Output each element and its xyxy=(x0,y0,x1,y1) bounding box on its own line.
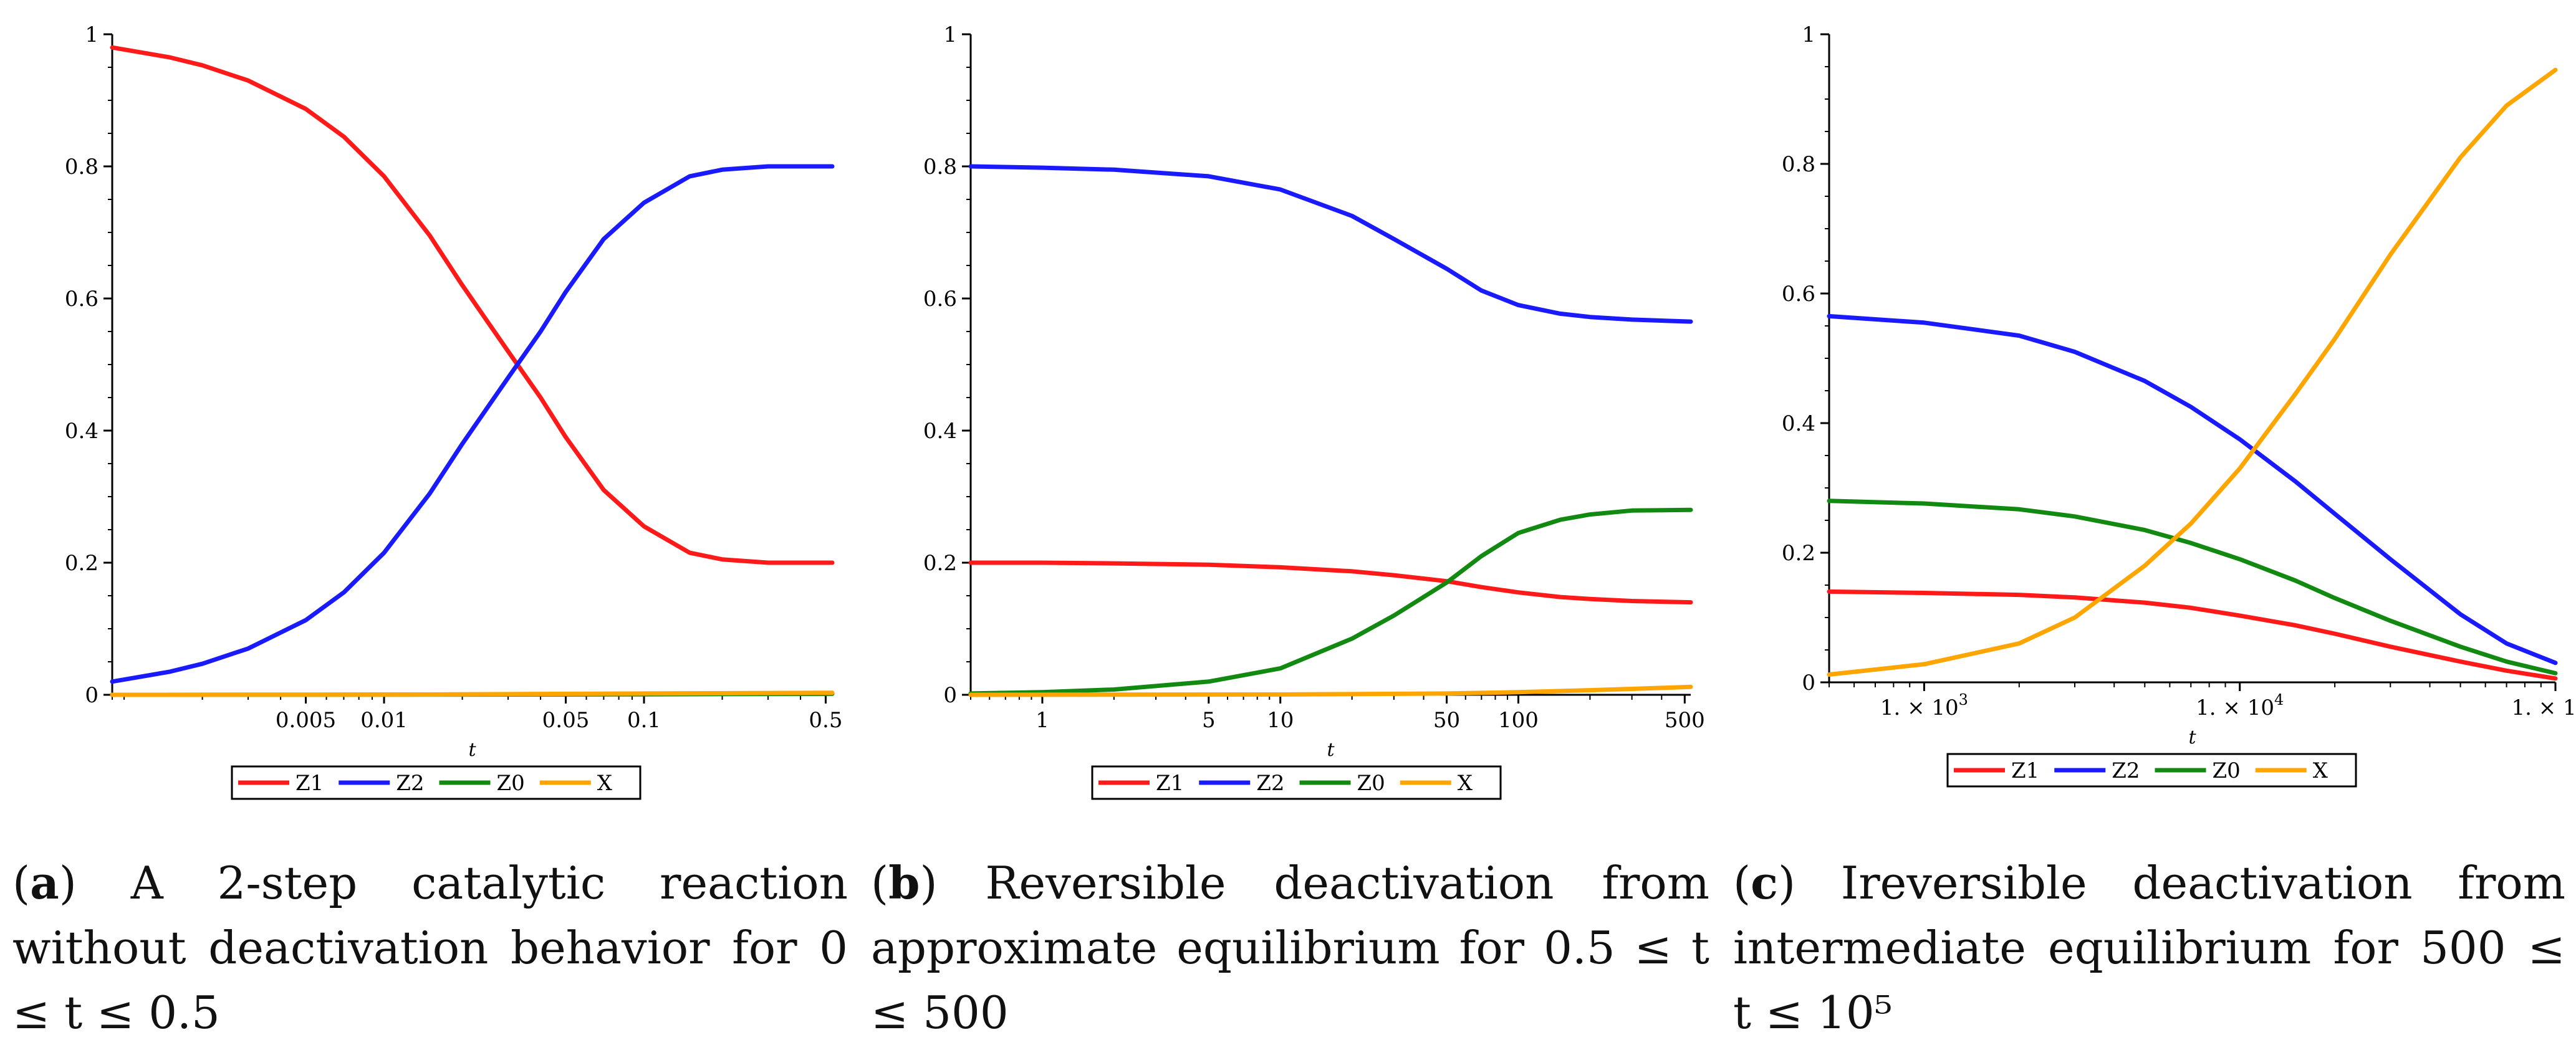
x-tick-exponent: 3 xyxy=(1959,691,1968,709)
x-tick-label: 1. × 103 xyxy=(1880,691,1968,720)
x-axis-title: t xyxy=(2188,727,2196,748)
figure: 0 0.2 0.4 0.6 0.8 1 0.005 0.01 0.05 0.1 0.5 t Z1 Z2 Z0… xyxy=(12,22,2576,1039)
x-tick-label: 0.5 xyxy=(809,708,842,733)
caption-text: Reversible deactivation from approx­imat… xyxy=(871,857,1709,1039)
legend-box xyxy=(1946,753,2357,788)
x-tick-label: 50 xyxy=(1433,708,1460,733)
y-tick-label: 0.6 xyxy=(1782,282,1815,307)
y-tick-label: 1 xyxy=(1802,22,1815,47)
y-tick-label: 0.8 xyxy=(1782,152,1815,177)
y-tick-label: 0.4 xyxy=(65,419,99,444)
series-line-z2 xyxy=(110,164,835,684)
x-tick-exponent: 4 xyxy=(2274,691,2284,709)
legend-label-z1: Z1 xyxy=(2011,758,2039,783)
series-line-z0 xyxy=(968,507,1693,696)
caption-label: c xyxy=(1751,856,1778,909)
x-axis-title: t xyxy=(1327,739,1335,761)
y-tick-label: 0.2 xyxy=(1782,541,1815,566)
caption-a: (a) A 2-step catalytic reaction without … xyxy=(12,856,848,1039)
x-tick-label: 0.05 xyxy=(542,708,590,733)
caption-label: a xyxy=(30,856,59,909)
series-line-x xyxy=(968,684,1693,697)
x-axis-title: t xyxy=(468,739,476,761)
x-tick-label: 1 xyxy=(1036,708,1049,733)
x-tick-label: 0.01 xyxy=(360,708,408,733)
y-tick-label: 0 xyxy=(1802,670,1815,695)
chart-panel-a: 0 0.2 0.4 0.6 0.8 1 0.005 0.01 0.05 0.1 0.5 t Z1 Z2 Z0… xyxy=(65,22,842,800)
x-tick-label: 500 xyxy=(1665,708,1705,733)
y-tick-label: 0.6 xyxy=(65,287,99,312)
caption-b: (b) Reversible deactivation from approx­… xyxy=(871,856,1709,1039)
y-tick-label: 0.4 xyxy=(1782,411,1815,436)
caption-label: b xyxy=(888,856,920,909)
y-tick-label: 0.2 xyxy=(923,551,957,576)
x-tick-label: 0.1 xyxy=(627,708,661,733)
legend-label-x: X xyxy=(597,771,613,796)
y-tick-label: 1 xyxy=(85,22,99,47)
legend-label-z1: Z1 xyxy=(1156,771,1184,796)
legend-label-z0: Z0 xyxy=(1357,771,1385,796)
series-line-z1 xyxy=(1827,589,2558,681)
x-tick-label: 10 xyxy=(1267,708,1294,733)
y-tick-label: 0.4 xyxy=(923,419,957,444)
y-tick-label: 1 xyxy=(943,22,957,47)
x-tick-label: 0.005 xyxy=(276,708,336,733)
series-line-x xyxy=(1827,67,2558,677)
y-tick-label: 0.8 xyxy=(65,155,99,179)
series-line-x xyxy=(110,690,835,697)
legend-label-z0: Z0 xyxy=(2213,758,2241,783)
legend-label-z2: Z2 xyxy=(396,771,424,796)
legend-label-z2: Z2 xyxy=(2112,758,2140,783)
series-line-z1 xyxy=(110,45,835,565)
x-tick-label: 100 xyxy=(1498,708,1539,733)
y-tick-label: 0.8 xyxy=(923,155,957,179)
x-tick-label: 5 xyxy=(1202,708,1216,733)
series-line-z0 xyxy=(1827,499,2558,675)
legend-label-z0: Z0 xyxy=(497,771,525,796)
legend-label-z1: Z1 xyxy=(296,771,324,796)
y-tick-label: 0.2 xyxy=(65,551,99,576)
legend-label-x: X xyxy=(2313,758,2328,783)
caption-text: A 2-step catalytic reaction without deac… xyxy=(12,857,848,1039)
legend-label-x: X xyxy=(1458,771,1473,796)
y-tick-label: 0 xyxy=(943,683,957,708)
legend-label-z2: Z2 xyxy=(1256,771,1284,796)
series-line-z2 xyxy=(968,164,1693,324)
y-tick-label: 0.6 xyxy=(923,287,957,312)
x-tick-label: 1. × 105 xyxy=(2511,691,2576,720)
series-line-z1 xyxy=(968,560,1693,605)
series-line-z2 xyxy=(1827,313,2558,666)
caption-c: (c) Ireversible deactivation from interm… xyxy=(1733,856,2565,1039)
x-tick-label: 1. × 104 xyxy=(2196,691,2284,720)
y-tick-label: 0 xyxy=(85,683,99,708)
caption-text: Ireversible deactivation from interme­di… xyxy=(1733,857,2565,1039)
chart-panel-b: 0 0.2 0.4 0.6 0.8 1 1 5 10 50 100 500 t Z1 Z2 Z0 X xyxy=(923,22,1705,800)
